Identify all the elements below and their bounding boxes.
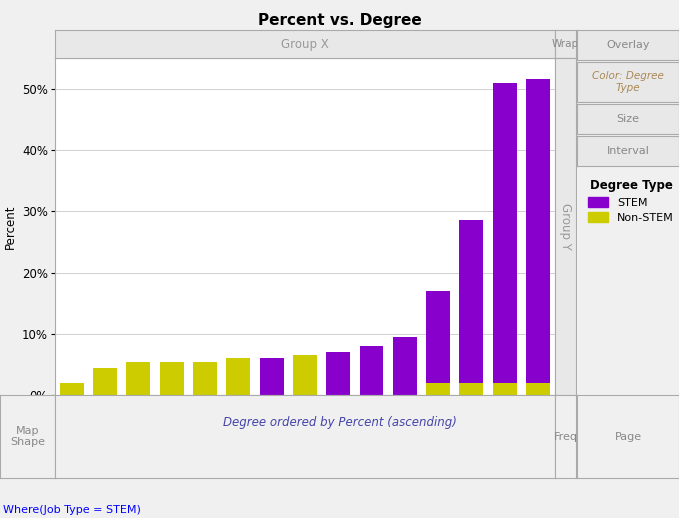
Text: Wrap: Wrap: [552, 39, 579, 49]
Text: Overlay: Overlay: [606, 40, 650, 50]
Bar: [526, 79, 550, 383]
Bar: [326, 352, 350, 395]
Text: Where(Job Type = STEM): Where(Job Type = STEM): [3, 506, 141, 515]
Text: Size: Size: [617, 114, 640, 124]
Bar: [460, 221, 483, 383]
Legend: STEM, Non-STEM: STEM, Non-STEM: [583, 174, 679, 228]
Text: Percent vs. Degree: Percent vs. Degree: [257, 13, 422, 28]
Bar: [193, 362, 217, 395]
Text: Group Y: Group Y: [559, 203, 572, 250]
Text: Page: Page: [614, 431, 642, 442]
Text: Color: Degree
Type: Color: Degree Type: [592, 71, 664, 93]
Bar: [426, 383, 450, 395]
Bar: [259, 358, 284, 395]
Text: Freq: Freq: [553, 431, 578, 442]
Text: Map
Shape: Map Shape: [10, 426, 45, 448]
Text: Degree ordered by Percent (ascending): Degree ordered by Percent (ascending): [223, 415, 456, 429]
Bar: [126, 362, 150, 395]
Y-axis label: Percent: Percent: [3, 205, 16, 249]
Bar: [493, 383, 517, 395]
Bar: [460, 383, 483, 395]
Text: Interval: Interval: [606, 146, 650, 156]
Text: Group X: Group X: [281, 37, 329, 51]
Bar: [93, 368, 117, 395]
Bar: [493, 82, 517, 383]
Bar: [526, 383, 550, 395]
Bar: [393, 337, 417, 395]
Bar: [160, 362, 183, 395]
Bar: [293, 355, 317, 395]
Bar: [426, 291, 450, 383]
Bar: [60, 383, 84, 395]
Bar: [226, 358, 251, 395]
Bar: [359, 346, 384, 395]
